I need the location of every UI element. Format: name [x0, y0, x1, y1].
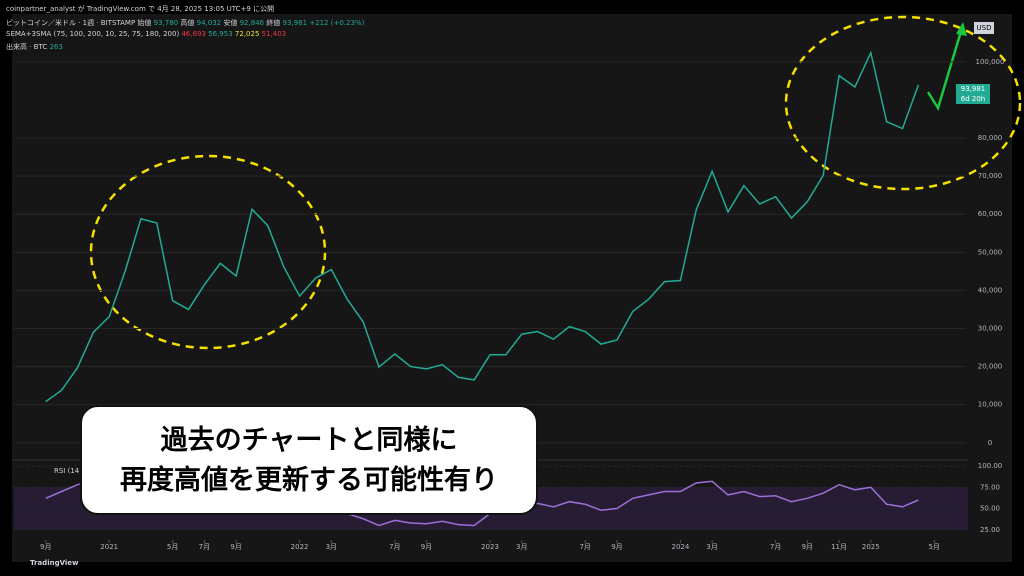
x-tick-label: 5月	[929, 543, 940, 551]
publisher: coinpartner_analyst が TradingView.com で …	[6, 5, 275, 13]
indicator-value: 51,403	[261, 30, 287, 38]
x-tick-label: 7月	[579, 543, 590, 551]
caption: 過去のチャートと同様に再度高値を更新する可能性有り	[80, 405, 538, 515]
x-tick-label: 2024	[671, 543, 689, 551]
indicator-value: 72,025	[234, 30, 260, 38]
arrow-head	[956, 22, 967, 36]
ohlc-value: 94,032	[196, 19, 222, 27]
ohlc-label: 始値	[137, 19, 152, 27]
x-tick-label: 9月	[421, 543, 432, 551]
x-tick-label: 3月	[326, 543, 337, 551]
y-tick-label: 100.00	[978, 462, 1003, 470]
indicator-value: 56,953	[208, 30, 233, 38]
y-tick-label: 75.00	[980, 483, 1000, 491]
ohlc-value: 93,981	[282, 19, 308, 27]
x-tick-label: 7月	[389, 543, 400, 551]
caption-line: 過去のチャートと同様に	[160, 425, 458, 456]
x-tick-label: 9月	[40, 543, 51, 551]
y-tick-label: 60,000	[978, 210, 1003, 218]
y-tick-label: 30,000	[978, 325, 1003, 333]
y-tick-label: 0	[988, 439, 992, 447]
last-price: 93,981	[961, 85, 986, 93]
y-tick-label: 25.00	[980, 526, 1000, 534]
y-tick-label: 50,000	[978, 248, 1003, 256]
indicator: SEMA+3SMA (75, 100, 200, 10, 25, 75, 180…	[6, 30, 180, 38]
x-tick-label: 2025	[862, 543, 880, 551]
price-tag	[956, 84, 990, 104]
currency: USD	[977, 24, 992, 32]
y-tick-label: 50.00	[980, 505, 1000, 513]
y-tick-label: 70,000	[978, 172, 1003, 180]
symbol: ビットコイン／米ドル · 1週 · BITSTAMP	[6, 19, 136, 27]
symbol-line: ビットコイン／米ドル · 1週 · BITSTAMP 始値 93,780 高値 …	[6, 18, 364, 28]
x-tick-label: 2023	[481, 543, 499, 551]
rsi-title: RSI (14, close)	[54, 467, 105, 475]
y-tick-label: 20,000	[978, 363, 1003, 371]
indicator-values: 46,693 56,953 72,025 51,403	[181, 30, 286, 38]
x-tick-label: 9月	[802, 543, 813, 551]
x-tick-label: 2022	[291, 543, 309, 551]
indicator-line: SEMA+3SMA (75, 100, 200, 10, 25, 75, 180…	[6, 30, 286, 38]
x-tick-label: 9月	[230, 543, 241, 551]
ohlc-label: 終値	[266, 19, 281, 27]
x-tick-label: 3月	[516, 543, 527, 551]
volume-value: 263	[49, 43, 63, 51]
forecast-arrow	[926, 27, 964, 112]
x-tick-label: 7月	[770, 543, 781, 551]
price-line	[45, 50, 920, 403]
footer: TradingView	[30, 559, 79, 567]
countdown: 6d 20h	[961, 95, 985, 103]
ohlc-label: 高値	[180, 19, 195, 27]
x-tick-label: 5月	[167, 543, 178, 551]
x-tick-label: 9月	[611, 543, 622, 551]
volume-label: 出来高 · BTC	[6, 43, 48, 51]
y-tick-label: 10,000	[978, 401, 1003, 409]
x-tick-label: 2021	[100, 543, 118, 551]
x-tick-label: 11月	[831, 543, 847, 551]
y-tick-label: 80,000	[978, 134, 1003, 142]
currency-box	[974, 22, 994, 34]
volume-line: 出来高 · BTC 263	[6, 42, 63, 52]
highlight-ellipse	[784, 15, 1022, 191]
y-tick-label: 40,000	[978, 286, 1003, 294]
indicator-value: 46,693	[181, 30, 206, 38]
x-tick-label: 7月	[199, 543, 210, 551]
change: +212 (+0.23%)	[309, 19, 365, 27]
ohlc-value: 93,780	[153, 19, 179, 27]
ohlc-label: 安値	[223, 19, 238, 27]
x-tick-label: 3月	[706, 543, 717, 551]
ohlc-value: 92,846	[239, 19, 265, 27]
ohlc: 始値 93,780 高値 94,032 安値 92,846 終値 93,981	[137, 19, 309, 27]
y-tick-label: 100,000	[976, 58, 1005, 66]
caption-line: 再度高値を更新する可能性有り	[120, 465, 498, 496]
